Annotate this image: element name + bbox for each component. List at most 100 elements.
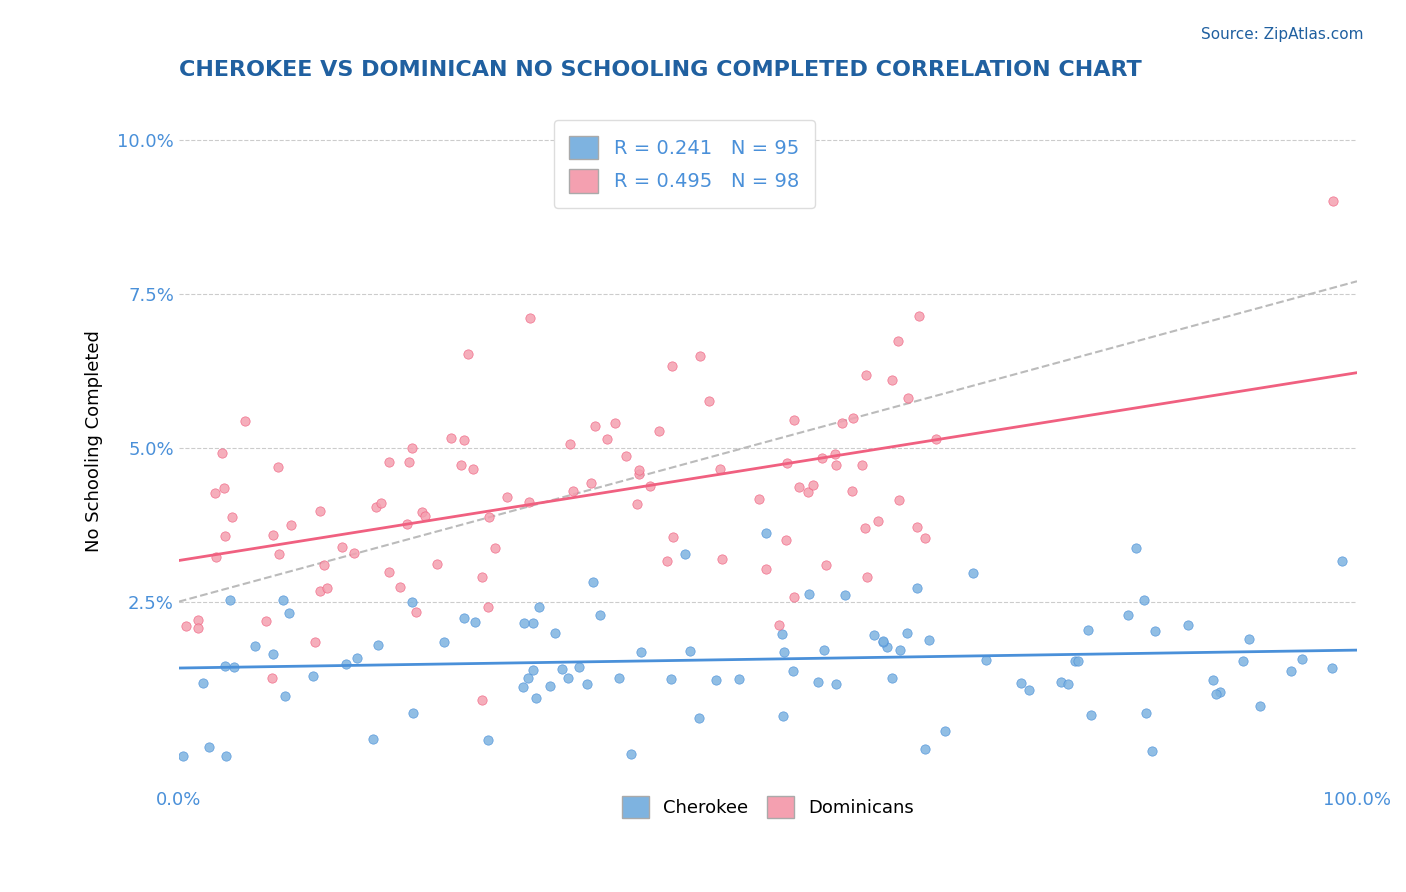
Point <box>388 580 411 594</box>
Point <box>174 619 197 633</box>
Point <box>461 461 484 475</box>
Point <box>925 432 948 446</box>
Point <box>214 659 236 673</box>
Point <box>851 458 873 472</box>
Point <box>557 671 579 685</box>
Point <box>453 434 475 448</box>
Point <box>527 599 550 614</box>
Point <box>302 669 325 683</box>
Point <box>1018 682 1040 697</box>
Point <box>905 520 928 534</box>
Point <box>772 709 794 723</box>
Point <box>886 334 908 348</box>
Point <box>813 642 835 657</box>
Text: Source: ZipAtlas.com: Source: ZipAtlas.com <box>1201 27 1364 42</box>
Point <box>824 677 846 691</box>
Point <box>346 651 368 665</box>
Point <box>582 574 605 589</box>
Point <box>395 517 418 532</box>
Point <box>607 671 630 685</box>
Point <box>1239 632 1261 646</box>
Point <box>962 566 984 580</box>
Point <box>411 505 433 519</box>
Point <box>661 359 683 374</box>
Point <box>477 733 499 747</box>
Point <box>370 496 392 510</box>
Point <box>402 706 425 721</box>
Point <box>662 530 685 544</box>
Point <box>583 419 606 434</box>
Point <box>271 593 294 607</box>
Point <box>628 467 651 481</box>
Point <box>706 673 728 687</box>
Point <box>330 540 353 554</box>
Point <box>626 497 648 511</box>
Point <box>364 500 387 514</box>
Point <box>709 462 731 476</box>
Point <box>551 662 574 676</box>
Point <box>471 570 494 584</box>
Point <box>588 608 610 623</box>
Point <box>172 748 194 763</box>
Point <box>834 588 856 602</box>
Point <box>512 680 534 694</box>
Point <box>889 643 911 657</box>
Text: CHEROKEE VS DOMINICAN NO SCHOOLING COMPLETED CORRELATION CHART: CHEROKEE VS DOMINICAN NO SCHOOLING COMPL… <box>179 60 1142 79</box>
Point <box>782 664 804 678</box>
Point <box>214 529 236 543</box>
Point <box>218 593 240 607</box>
Point <box>1202 673 1225 687</box>
Point <box>277 606 299 620</box>
Point <box>679 643 702 657</box>
Point <box>1331 554 1354 568</box>
Point <box>262 528 284 542</box>
Point <box>697 394 720 409</box>
Point <box>824 447 846 461</box>
Point <box>863 628 886 642</box>
Point <box>1080 707 1102 722</box>
Point <box>243 639 266 653</box>
Point <box>814 558 837 572</box>
Point <box>524 691 547 706</box>
Point <box>262 647 284 661</box>
Point <box>343 546 366 560</box>
Point <box>312 558 335 573</box>
Point <box>776 457 799 471</box>
Point <box>222 660 245 674</box>
Point <box>748 491 770 506</box>
Point <box>896 625 918 640</box>
Point <box>880 373 903 387</box>
Point <box>905 581 928 595</box>
Point <box>796 484 818 499</box>
Point <box>872 635 894 649</box>
Point <box>755 562 778 576</box>
Point <box>797 587 820 601</box>
Point <box>1209 685 1232 699</box>
Point <box>1177 617 1199 632</box>
Point <box>727 672 749 686</box>
Point <box>807 675 830 690</box>
Point <box>464 615 486 629</box>
Point <box>1063 654 1085 668</box>
Point <box>186 621 208 635</box>
Point <box>398 455 420 469</box>
Point <box>603 416 626 430</box>
Point <box>516 671 538 685</box>
Point <box>204 486 226 500</box>
Point <box>825 458 848 472</box>
Point <box>267 460 290 475</box>
Point <box>433 634 456 648</box>
Point <box>1135 706 1157 720</box>
Point <box>1232 654 1254 668</box>
Point <box>579 475 602 490</box>
Point <box>401 595 423 609</box>
Point <box>868 514 890 528</box>
Point <box>1010 675 1032 690</box>
Point <box>280 517 302 532</box>
Point <box>710 551 733 566</box>
Point <box>770 627 793 641</box>
Point <box>1140 744 1163 758</box>
Point <box>1320 661 1343 675</box>
Point <box>484 541 506 556</box>
Point <box>974 652 997 666</box>
